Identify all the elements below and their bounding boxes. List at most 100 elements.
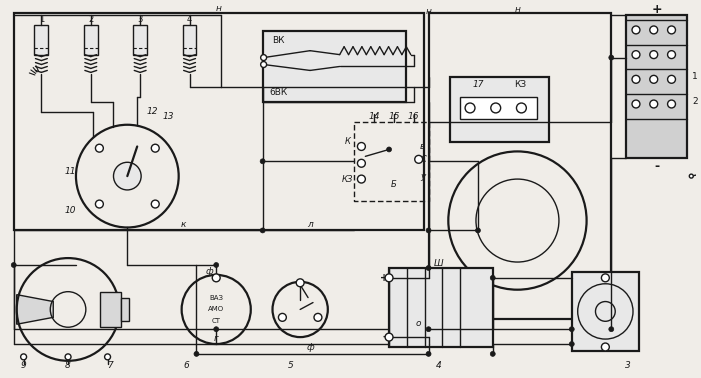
Text: 2: 2 — [693, 97, 698, 106]
Text: н: н — [515, 5, 520, 14]
Circle shape — [650, 51, 658, 59]
Circle shape — [517, 103, 526, 113]
Circle shape — [104, 354, 111, 360]
Text: к: к — [181, 220, 186, 229]
Circle shape — [601, 274, 609, 282]
Text: 9: 9 — [21, 361, 27, 370]
Circle shape — [475, 228, 480, 233]
Text: 1: 1 — [693, 72, 698, 81]
Circle shape — [569, 327, 574, 332]
Circle shape — [261, 62, 266, 67]
Text: н: н — [215, 4, 221, 13]
Text: 15: 15 — [388, 112, 400, 121]
Circle shape — [491, 103, 501, 113]
Text: КЗ: КЗ — [515, 80, 526, 89]
Circle shape — [667, 100, 676, 108]
Circle shape — [465, 103, 475, 113]
Circle shape — [608, 55, 614, 60]
Circle shape — [667, 51, 676, 59]
Text: +: + — [651, 3, 662, 16]
Bar — [428, 13, 611, 319]
Text: -: - — [654, 160, 659, 173]
Circle shape — [569, 342, 574, 347]
Polygon shape — [482, 80, 517, 112]
Text: 13: 13 — [163, 112, 175, 121]
Text: 1: 1 — [39, 15, 44, 23]
Circle shape — [632, 100, 640, 108]
Text: Б: Б — [391, 180, 397, 189]
Text: К: К — [345, 137, 350, 146]
Text: КЗ: КЗ — [342, 175, 353, 184]
Text: АМО: АМО — [208, 307, 224, 313]
Circle shape — [667, 75, 676, 83]
Circle shape — [426, 228, 431, 233]
Circle shape — [114, 162, 141, 190]
Bar — [450, 77, 549, 141]
Circle shape — [95, 200, 103, 208]
Text: 8: 8 — [65, 361, 71, 370]
Circle shape — [632, 26, 640, 34]
Circle shape — [632, 75, 640, 83]
Text: 10: 10 — [64, 206, 76, 215]
Circle shape — [426, 352, 431, 356]
Bar — [263, 31, 406, 102]
Circle shape — [358, 143, 365, 150]
Circle shape — [151, 200, 159, 208]
Circle shape — [426, 327, 431, 332]
Text: 3: 3 — [137, 15, 143, 23]
Circle shape — [650, 100, 658, 108]
Circle shape — [358, 175, 365, 183]
Text: 4: 4 — [435, 361, 442, 370]
Circle shape — [297, 279, 304, 287]
Text: л: л — [307, 220, 313, 229]
Text: 12: 12 — [147, 107, 158, 116]
Text: 2: 2 — [88, 15, 93, 23]
Circle shape — [194, 352, 199, 356]
Text: 11: 11 — [64, 167, 76, 176]
Text: 6: 6 — [184, 361, 189, 370]
Circle shape — [689, 174, 693, 178]
Text: СТ: СТ — [212, 318, 221, 324]
Circle shape — [314, 313, 322, 321]
Circle shape — [667, 26, 676, 34]
Bar — [626, 15, 688, 158]
Circle shape — [261, 55, 266, 60]
Circle shape — [11, 263, 16, 268]
Text: ВК: ВК — [272, 36, 285, 45]
Circle shape — [490, 352, 495, 356]
Text: ВАЗ: ВАЗ — [209, 294, 223, 301]
Text: в: в — [420, 142, 426, 151]
Text: 5: 5 — [287, 361, 293, 370]
Text: 7: 7 — [108, 361, 114, 370]
Text: 16: 16 — [408, 112, 419, 121]
Circle shape — [214, 327, 219, 332]
Circle shape — [650, 75, 658, 83]
Bar — [389, 268, 493, 347]
Bar — [14, 13, 423, 231]
Circle shape — [650, 26, 658, 34]
Circle shape — [65, 354, 71, 360]
Circle shape — [608, 327, 614, 332]
Bar — [572, 272, 639, 351]
Bar — [460, 97, 537, 119]
Text: 6ВК: 6ВК — [269, 88, 287, 97]
Circle shape — [632, 51, 640, 59]
Circle shape — [278, 313, 286, 321]
Text: 4: 4 — [187, 15, 192, 23]
Text: Ш: Ш — [434, 259, 443, 268]
Text: у: у — [420, 172, 426, 181]
Circle shape — [601, 343, 609, 351]
Text: ф: ф — [205, 267, 213, 276]
Circle shape — [490, 276, 495, 280]
Text: С: С — [421, 155, 427, 164]
Bar — [133, 25, 147, 55]
Text: о: о — [416, 319, 421, 328]
Circle shape — [260, 159, 265, 164]
Text: г: г — [214, 334, 219, 342]
Circle shape — [426, 265, 431, 270]
Text: +: + — [380, 273, 388, 283]
Bar — [34, 25, 48, 55]
Bar — [121, 297, 129, 321]
Circle shape — [151, 144, 159, 152]
Text: 14: 14 — [369, 112, 380, 121]
